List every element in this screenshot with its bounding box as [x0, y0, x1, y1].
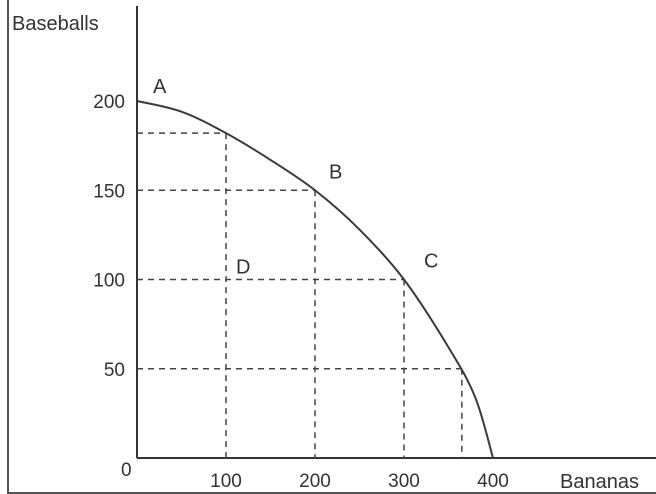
x-tick-400: 400 [477, 471, 509, 492]
guide-lines [137, 132, 463, 458]
point-labels: A B C D [153, 76, 438, 279]
point-label-c: C [424, 251, 438, 273]
x-tick-100: 100 [210, 471, 242, 492]
point-label-a: A [153, 76, 167, 98]
point-label-b: B [329, 161, 342, 183]
ppf-curve [136, 100, 494, 459]
y-tick-200: 200 [93, 92, 125, 113]
x-axis-title: Bananas [560, 471, 639, 493]
y-tick-100: 100 [93, 271, 125, 292]
origin-label: 0 [121, 460, 132, 481]
x-tick-300: 300 [388, 471, 420, 492]
y-axis-title: Baseballs [12, 13, 99, 35]
y-tick-150: 150 [93, 181, 125, 202]
y-tick-labels: 50 100 150 200 [93, 92, 125, 381]
y-tick-50: 50 [104, 360, 125, 381]
x-tick-200: 200 [299, 471, 331, 492]
x-tick-labels: 100 200 300 400 [210, 471, 509, 492]
point-label-d: D [236, 257, 250, 279]
